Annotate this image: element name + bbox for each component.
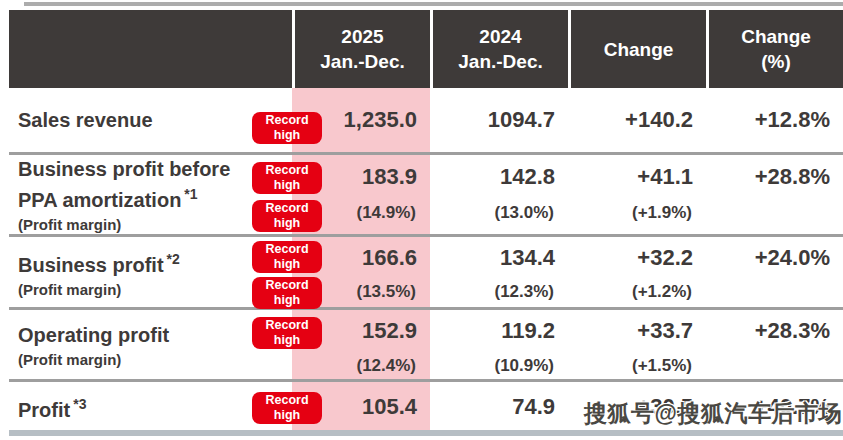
- bottom-divider-bar: [9, 430, 843, 436]
- badge-text-line1: Record: [265, 113, 308, 128]
- badge-text-line1: Record: [265, 393, 308, 408]
- margin-2024: (13.0%): [430, 197, 568, 229]
- footnote-marker: *2: [167, 251, 180, 267]
- row-sublabel: (Profit margin): [18, 351, 292, 369]
- header-cell-change: Change: [571, 10, 706, 88]
- value-2024: 74.9: [430, 394, 568, 420]
- badge-text-line2: high: [274, 333, 300, 348]
- row-separator: [9, 307, 843, 310]
- record-high-badge: Record high: [252, 392, 322, 424]
- footnote-marker: *3: [73, 396, 86, 412]
- header-2024-year: 2024: [479, 24, 521, 49]
- badge-text-line1: Record: [265, 318, 308, 333]
- financial-results-table-slide: 2025 Jan.-Dec. 2024 Jan.-Dec. Change Cha…: [0, 0, 843, 440]
- record-high-badge: Record high: [252, 317, 322, 349]
- value-change-pct: +28.8%: [706, 157, 843, 197]
- margin-2025: (12.4%): [292, 350, 430, 380]
- margin-change: (+1.5%): [568, 350, 706, 380]
- row-label-cell: Profit*3: [0, 384, 292, 430]
- row-label-cell: Operating profit (Profit margin): [0, 312, 292, 380]
- value-2024: 119.2: [430, 312, 568, 350]
- value-2024: 142.8: [430, 157, 568, 197]
- badge-text-line1: Record: [265, 242, 308, 257]
- value-change: +33.7: [568, 312, 706, 350]
- badge-text-line1: Record: [265, 278, 308, 293]
- header-change-label: Change: [604, 37, 674, 62]
- row-separator: [9, 152, 843, 155]
- row-label: Operating profit: [18, 323, 272, 348]
- value-2024: 1094.7: [430, 107, 568, 133]
- header-change-pct-unit: (%): [761, 49, 791, 74]
- header-2024-period: Jan.-Dec.: [458, 49, 542, 74]
- value-change: +140.2: [568, 107, 706, 133]
- row-label-cell: Business profit*2 (Profit margin): [0, 239, 292, 307]
- header-change-pct-label: Change: [741, 24, 811, 49]
- table-row-operating-profit: Operating profit (Profit margin) 152.9 (…: [0, 312, 843, 379]
- header-cell-empty: [9, 10, 292, 88]
- record-high-badge: Record high: [252, 241, 322, 273]
- record-high-badge: Record high: [252, 200, 322, 232]
- header-cell-2025: 2025 Jan.-Dec.: [295, 10, 430, 88]
- row-sublabel: (Profit margin): [18, 216, 292, 234]
- row-label: Profit*3: [18, 392, 272, 423]
- badge-text-line2: high: [274, 293, 300, 308]
- badge-text-line2: high: [274, 128, 300, 143]
- sohu-watermark: 搜狐号@搜狐汽车后市场: [584, 398, 842, 429]
- row-label-text: Business profit: [18, 254, 164, 276]
- margin-change: (+1.9%): [568, 197, 706, 229]
- record-high-badge: Record high: [252, 112, 322, 144]
- header-2025-period: Jan.-Dec.: [320, 49, 404, 74]
- badge-text-line1: Record: [265, 163, 308, 178]
- badge-text-line1: Record: [265, 201, 308, 216]
- value-change-pct: +28.3%: [706, 312, 843, 350]
- value-2024: 134.4: [430, 239, 568, 277]
- row-sublabel: (Profit margin): [18, 281, 292, 299]
- badge-text-line2: high: [274, 257, 300, 272]
- value-change: +41.1: [568, 157, 706, 197]
- row-label-cell: Business profit before PPA amortization*…: [0, 157, 292, 234]
- footnote-marker: *1: [184, 186, 197, 202]
- value-change-pct: +24.0%: [706, 239, 843, 277]
- table-row-business-profit: Business profit*2 (Profit margin) 166.6 …: [0, 239, 843, 307]
- row-label-cell: Sales revenue: [0, 88, 292, 152]
- margin-2024: (10.9%): [430, 350, 568, 380]
- table-row-sales-revenue: Sales revenue 1,235.0 1094.7 +140.2 +12.…: [0, 88, 843, 152]
- row-label-text: Business profit before PPA amortization: [18, 158, 230, 211]
- row-label: Sales revenue: [18, 108, 272, 133]
- value-change: +32.2: [568, 239, 706, 277]
- row-separator: [9, 234, 843, 237]
- row-label: Business profit*2: [18, 247, 272, 278]
- top-divider-line: [24, 2, 843, 6]
- badge-text-line2: high: [274, 178, 300, 193]
- badge-text-line2: high: [274, 408, 300, 423]
- row-separator: [9, 379, 843, 382]
- badge-text-line2: high: [274, 216, 300, 231]
- record-high-badge: Record high: [252, 277, 322, 309]
- row-label: Business profit before PPA amortization*…: [18, 157, 272, 213]
- value-change-pct: +12.8%: [706, 107, 843, 133]
- table-row-business-profit-before-ppa: Business profit before PPA amortization*…: [0, 157, 843, 234]
- margin-2024: (12.3%): [430, 277, 568, 307]
- header-cell-change-pct: Change (%): [709, 10, 843, 88]
- header-cell-2024: 2024 Jan.-Dec.: [433, 10, 568, 88]
- row-label-text: Profit: [18, 398, 70, 420]
- record-high-badge: Record high: [252, 162, 322, 194]
- margin-change: (+1.2%): [568, 277, 706, 307]
- header-2025-year: 2025: [341, 24, 383, 49]
